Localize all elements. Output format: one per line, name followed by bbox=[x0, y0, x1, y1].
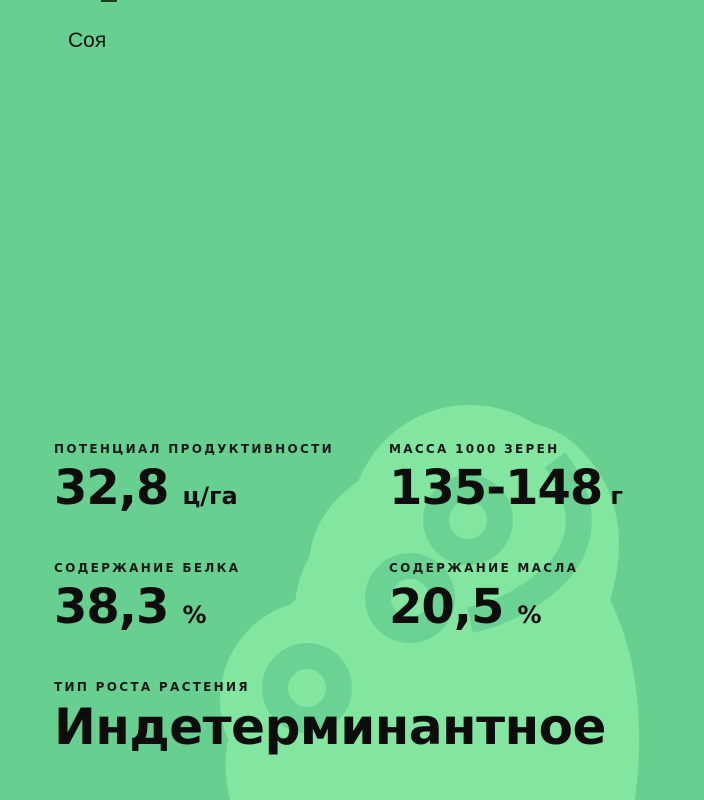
stat-unit: ц/га bbox=[182, 482, 238, 510]
stat-value: 20,5 bbox=[389, 579, 504, 635]
stat-value: 32,8 bbox=[54, 460, 169, 516]
stat-protein: СОДЕРЖАНИЕ БЕЛКА 38,3% bbox=[54, 561, 240, 641]
stat-label: СОДЕРЖАНИЕ МАСЛА bbox=[389, 561, 579, 575]
crop-name: Соя bbox=[68, 29, 107, 52]
stat-label: МАССА 1000 ЗЕРЕН bbox=[389, 442, 560, 456]
stat-label: СОДЕРЖАНИЕ БЕЛКА bbox=[54, 561, 241, 575]
stat-value: 135-148 bbox=[389, 460, 603, 516]
stat-unit: г bbox=[610, 482, 623, 510]
stat-oil: СОДЕРЖАНИЕ МАСЛА 20,5% bbox=[389, 561, 578, 641]
top-edge-mark bbox=[101, 0, 117, 2]
stat-label: ПОТЕНЦИАЛ ПРОДУКТИВНОСТИ bbox=[54, 442, 334, 456]
stat-growth-type: ТИП РОСТА РАСТЕНИЯ Индетерминантное bbox=[54, 680, 606, 756]
stat-unit: % bbox=[517, 601, 542, 629]
stat-value: Индетерминантное bbox=[54, 698, 606, 756]
stat-yield-potential: ПОТЕНЦИАЛ ПРОДУКТИВНОСТИ 32,8 ц/га bbox=[54, 442, 334, 522]
stat-unit: % bbox=[182, 601, 207, 629]
stat-seed-mass: МАССА 1000 ЗЕРЕН 135-148 г bbox=[389, 442, 623, 522]
stat-value: 38,3 bbox=[54, 579, 169, 635]
stat-label: ТИП РОСТА РАСТЕНИЯ bbox=[54, 680, 250, 694]
